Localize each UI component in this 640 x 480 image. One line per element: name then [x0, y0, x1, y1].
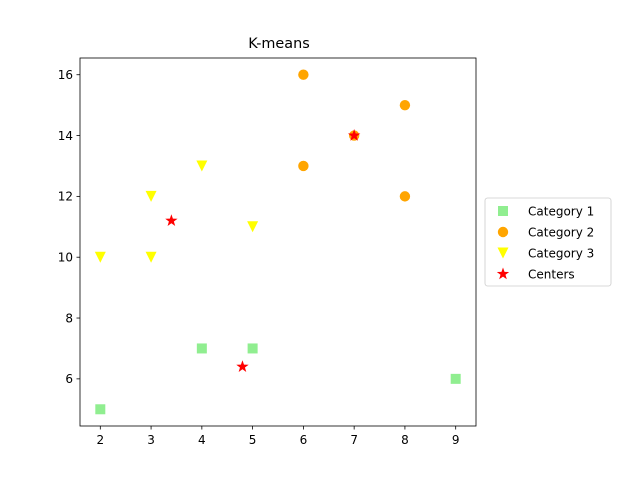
category-1-point	[196, 343, 207, 354]
category-1-point	[450, 373, 461, 384]
y-tick-label: 12	[58, 190, 73, 204]
y-tick-label: 10	[58, 251, 73, 265]
x-tick-label: 8	[401, 433, 409, 447]
centers-point	[165, 214, 178, 226]
y-tick-label: 6	[65, 372, 73, 386]
x-tick-label: 3	[147, 433, 155, 447]
y-tick-label: 14	[58, 129, 73, 143]
legend-marker-centers	[496, 267, 510, 280]
category-1-point	[95, 404, 106, 415]
y-tick-label: 8	[65, 311, 73, 325]
centers-point	[347, 129, 361, 141]
category-3-point	[94, 251, 106, 263]
chart-title: K-means	[248, 36, 309, 52]
legend-marker-category-1	[498, 206, 508, 216]
category-2-point	[399, 191, 411, 202]
category-3-point	[247, 221, 259, 233]
category-2-point	[399, 99, 411, 111]
x-tick-label: 6	[300, 433, 308, 447]
legend-marker-category-3	[497, 247, 509, 259]
category-3-point	[196, 160, 208, 172]
legend-label-category-1: Category 1	[528, 204, 594, 218]
category-3-point	[145, 251, 157, 263]
legend-box	[484, 197, 612, 287]
centers-point	[236, 360, 249, 372]
x-tick-label: 4	[198, 433, 206, 447]
category-2-point	[298, 160, 309, 172]
x-tick-label: 9	[452, 433, 460, 447]
x-tick-label: 7	[350, 433, 358, 447]
axes-frame	[79, 57, 477, 427]
x-tick-label: 5	[249, 433, 257, 447]
legend-marker-category-2	[497, 226, 509, 238]
y-tick-label: 16	[58, 68, 73, 82]
legend-label-centers: Centers	[528, 267, 575, 281]
x-tick-label: 2	[96, 433, 104, 447]
category-2-point	[298, 69, 309, 80]
legend-label-category-2: Category 2	[528, 225, 594, 239]
category-3-point	[145, 190, 157, 202]
category-1-point	[247, 343, 258, 354]
legend-label-category-3: Category 3	[528, 246, 594, 260]
legend: Category 1 Category 2 Category 3 Centers	[484, 197, 612, 287]
plot-area: 2 3 4 5 6 7 8 9 6 8 10 12 14 16	[58, 57, 477, 447]
